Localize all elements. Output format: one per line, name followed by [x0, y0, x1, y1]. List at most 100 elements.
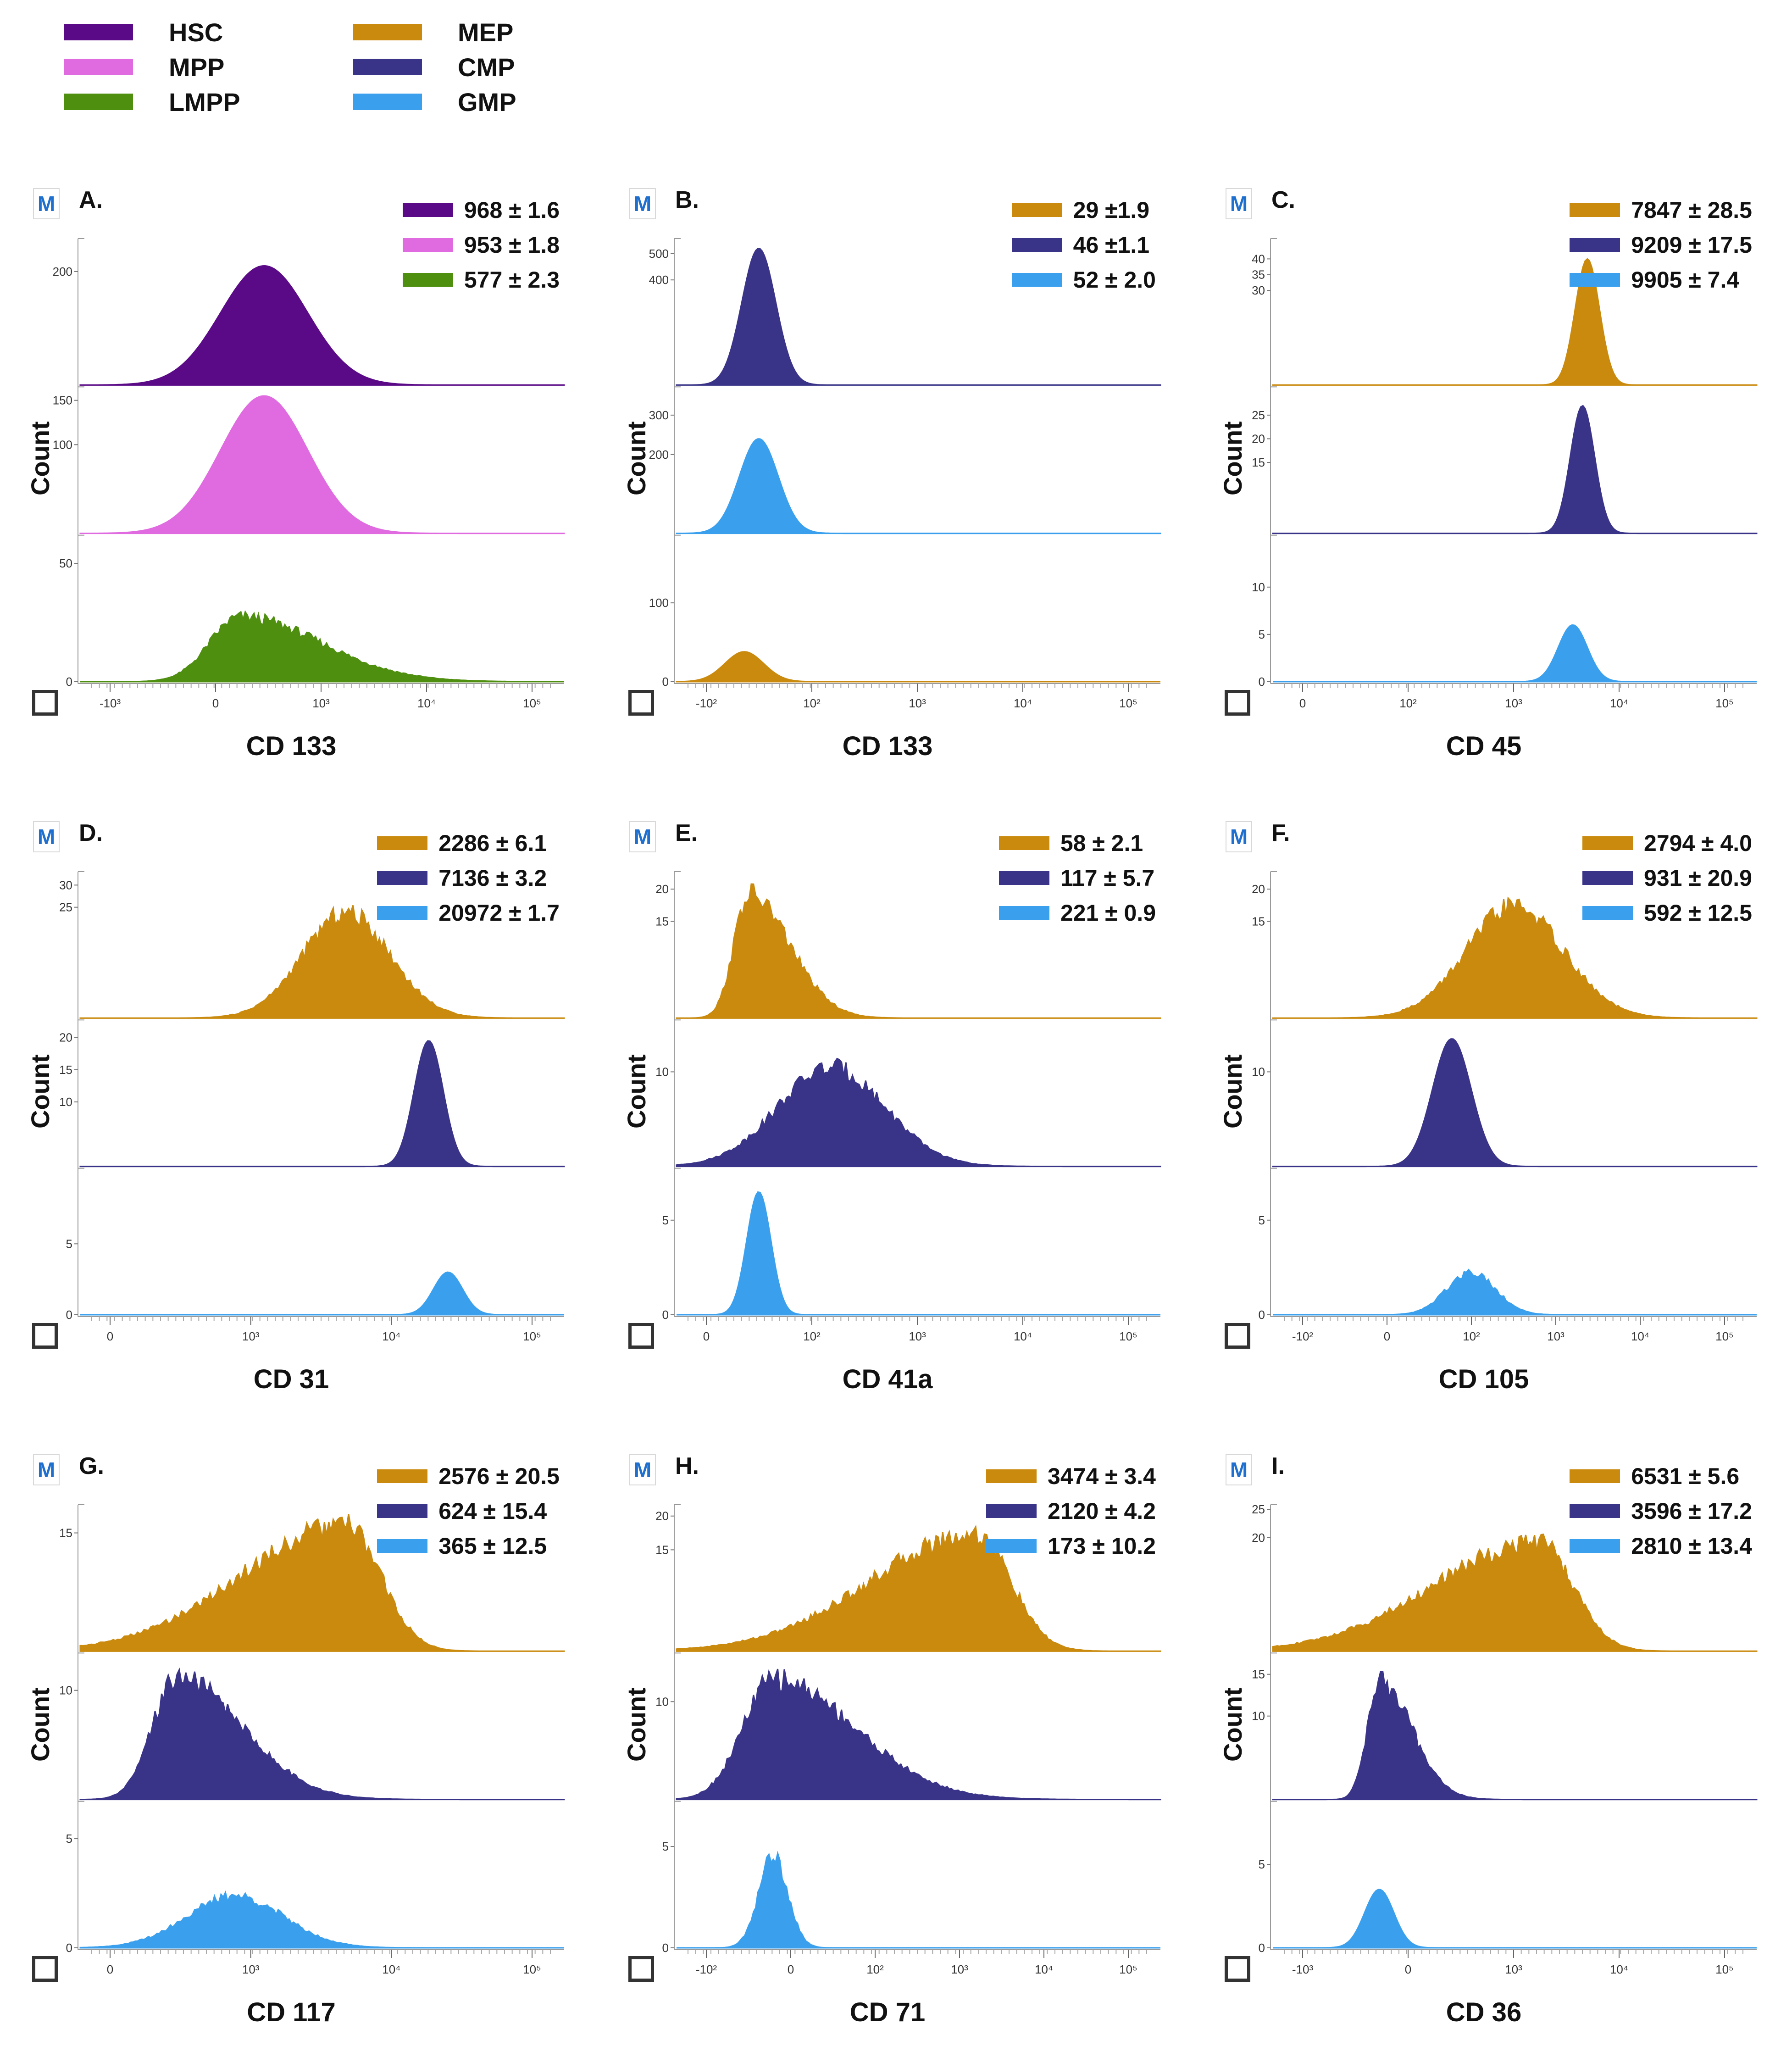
y-tick-label: 5	[66, 1237, 72, 1251]
y-tick-label: 15	[655, 914, 669, 928]
legend-label: LMPP	[169, 87, 240, 117]
histogram-mep	[1272, 258, 1758, 386]
x-axis-label: CD 71	[849, 1997, 926, 2027]
stat-swatch	[999, 836, 1049, 850]
x-tick-label: 10⁵	[1715, 1329, 1734, 1343]
y-tick-label: 20	[1252, 432, 1265, 445]
legend-item-cmp: CMP	[353, 53, 515, 82]
x-tick-label: 10⁵	[523, 696, 541, 710]
panel-letter: H.	[675, 1453, 699, 1479]
stat-value: 7847 ± 28.5	[1631, 197, 1752, 223]
stat-value: 577 ± 2.3	[464, 267, 560, 293]
stat-row: 52 ± 2.0	[1011, 262, 1156, 297]
resize-handle-icon[interactable]	[628, 1323, 654, 1349]
x-tick-label: 10³	[242, 1963, 260, 1976]
histogram-gmp	[1273, 1268, 1757, 1316]
y-tick-label: 15	[655, 1543, 669, 1557]
stat-swatch	[986, 1539, 1037, 1553]
m-icon[interactable]: M	[33, 1454, 60, 1485]
panel-letter: D.	[79, 820, 103, 846]
x-tick-label: 10³	[1505, 696, 1522, 710]
histogram-mep	[79, 1514, 565, 1652]
legend-label: MPP	[169, 52, 225, 82]
legend-label: GMP	[458, 87, 516, 117]
y-tick-label: 0	[1259, 1941, 1265, 1955]
histogram-plot: 15 20 10 0 5 -10² 0 10² 10³ 10⁴ 10⁵	[655, 1504, 1161, 1976]
histogram-mep	[79, 905, 565, 1019]
resize-handle-icon[interactable]	[1225, 1956, 1250, 1982]
resize-handle-icon[interactable]	[1225, 690, 1250, 716]
stat-swatch	[377, 1469, 428, 1483]
m-icon[interactable]: M	[629, 188, 656, 219]
stat-row: 624 ± 15.4	[377, 1494, 560, 1529]
m-icon[interactable]: M	[1226, 1454, 1252, 1485]
resize-handle-icon[interactable]	[32, 1956, 58, 1982]
x-tick-label: -10³	[1292, 1963, 1314, 1976]
m-icon[interactable]: M	[1226, 188, 1252, 219]
resize-handle-icon[interactable]	[32, 690, 58, 716]
histogram-plot: 15 20 10 0 5 0 10² 10³ 10⁴ 10⁵	[655, 871, 1161, 1343]
y-tick-label: 15	[59, 1526, 72, 1540]
stat-value: 953 ± 1.8	[464, 232, 560, 258]
x-tick-label: 10²	[1463, 1329, 1480, 1343]
y-tick-label: 15	[1252, 914, 1265, 928]
y-axis-label: Count	[622, 1687, 651, 1762]
histogram-mep	[676, 1524, 1161, 1652]
x-tick-label: 10²	[803, 696, 821, 710]
resize-handle-icon[interactable]	[32, 1323, 58, 1349]
y-axis-label: Count	[26, 1687, 55, 1762]
stat-value: 221 ± 0.9	[1060, 900, 1156, 926]
stat-swatch	[1570, 1539, 1620, 1553]
stat-swatch	[1011, 273, 1062, 287]
x-tick-label: 0	[107, 1329, 113, 1343]
legend-item-lmpp: LMPP	[64, 87, 240, 117]
histogram-lmpp	[80, 610, 564, 683]
y-tick-label: 40	[1252, 252, 1265, 266]
x-tick-label: 10⁵	[1119, 1963, 1137, 1976]
histogram-gmp	[80, 1271, 564, 1316]
m-icon[interactable]: M	[629, 1454, 656, 1485]
stat-swatch	[986, 1504, 1037, 1518]
x-tick-label: 0	[1405, 1963, 1411, 1976]
histogram-cmp	[1272, 1671, 1758, 1801]
x-axis-label: CD 133	[842, 731, 933, 761]
m-icon[interactable]: M	[33, 188, 60, 219]
legend-label: MEP	[458, 17, 514, 47]
y-tick-label: 5	[1259, 628, 1265, 641]
stat-swatch	[377, 1504, 428, 1518]
m-icon[interactable]: M	[1226, 821, 1252, 852]
stat-row: 3596 ± 17.2	[1570, 1494, 1752, 1529]
x-axis-label: CD 36	[1446, 1997, 1522, 2027]
resize-handle-icon[interactable]	[628, 1956, 654, 1982]
resize-handle-icon[interactable]	[628, 690, 654, 716]
histogram-cmp	[676, 1668, 1161, 1801]
stats-legend: 2576 ± 20.5 624 ± 15.4 365 ± 12.5	[377, 1459, 560, 1563]
m-icon[interactable]: M	[629, 821, 656, 852]
stat-row: 221 ± 0.9	[999, 895, 1156, 930]
y-tick-label: 15	[1252, 456, 1265, 469]
y-axis-label: Count	[1218, 1687, 1247, 1762]
y-tick-label: 10	[1252, 1709, 1265, 1723]
y-tick-label: 10	[59, 1684, 72, 1697]
stat-value: 3474 ± 3.4	[1048, 1463, 1156, 1489]
panel-letter: G.	[79, 1453, 104, 1479]
histogram-plot: 400 500 200 300 0 100 -10² 10² 10³ 10⁴ 10⁵	[649, 238, 1161, 710]
stat-value: 6531 ± 5.6	[1631, 1463, 1740, 1489]
stat-swatch	[377, 1539, 428, 1553]
stat-value: 20972 ± 1.7	[438, 900, 560, 926]
stat-row: 46 ±1.1	[1011, 228, 1156, 262]
m-icon[interactable]: M	[33, 821, 60, 852]
stat-swatch	[377, 906, 428, 920]
histogram-cmp	[79, 1040, 565, 1168]
legend-item-mep: MEP	[353, 17, 514, 47]
x-tick-label: -10³	[100, 696, 121, 710]
y-tick-label: 0	[1259, 675, 1265, 689]
y-tick-label: 5	[66, 1832, 72, 1846]
legend-swatch	[353, 94, 422, 110]
resize-handle-icon[interactable]	[1225, 1323, 1250, 1349]
stat-swatch	[1582, 836, 1633, 850]
x-tick-label: 10³	[1505, 1963, 1522, 1976]
y-tick-label: 0	[662, 675, 669, 689]
y-tick-label: 200	[649, 448, 669, 461]
stats-legend: 6531 ± 5.6 3596 ± 17.2 2810 ± 13.4	[1570, 1459, 1752, 1563]
